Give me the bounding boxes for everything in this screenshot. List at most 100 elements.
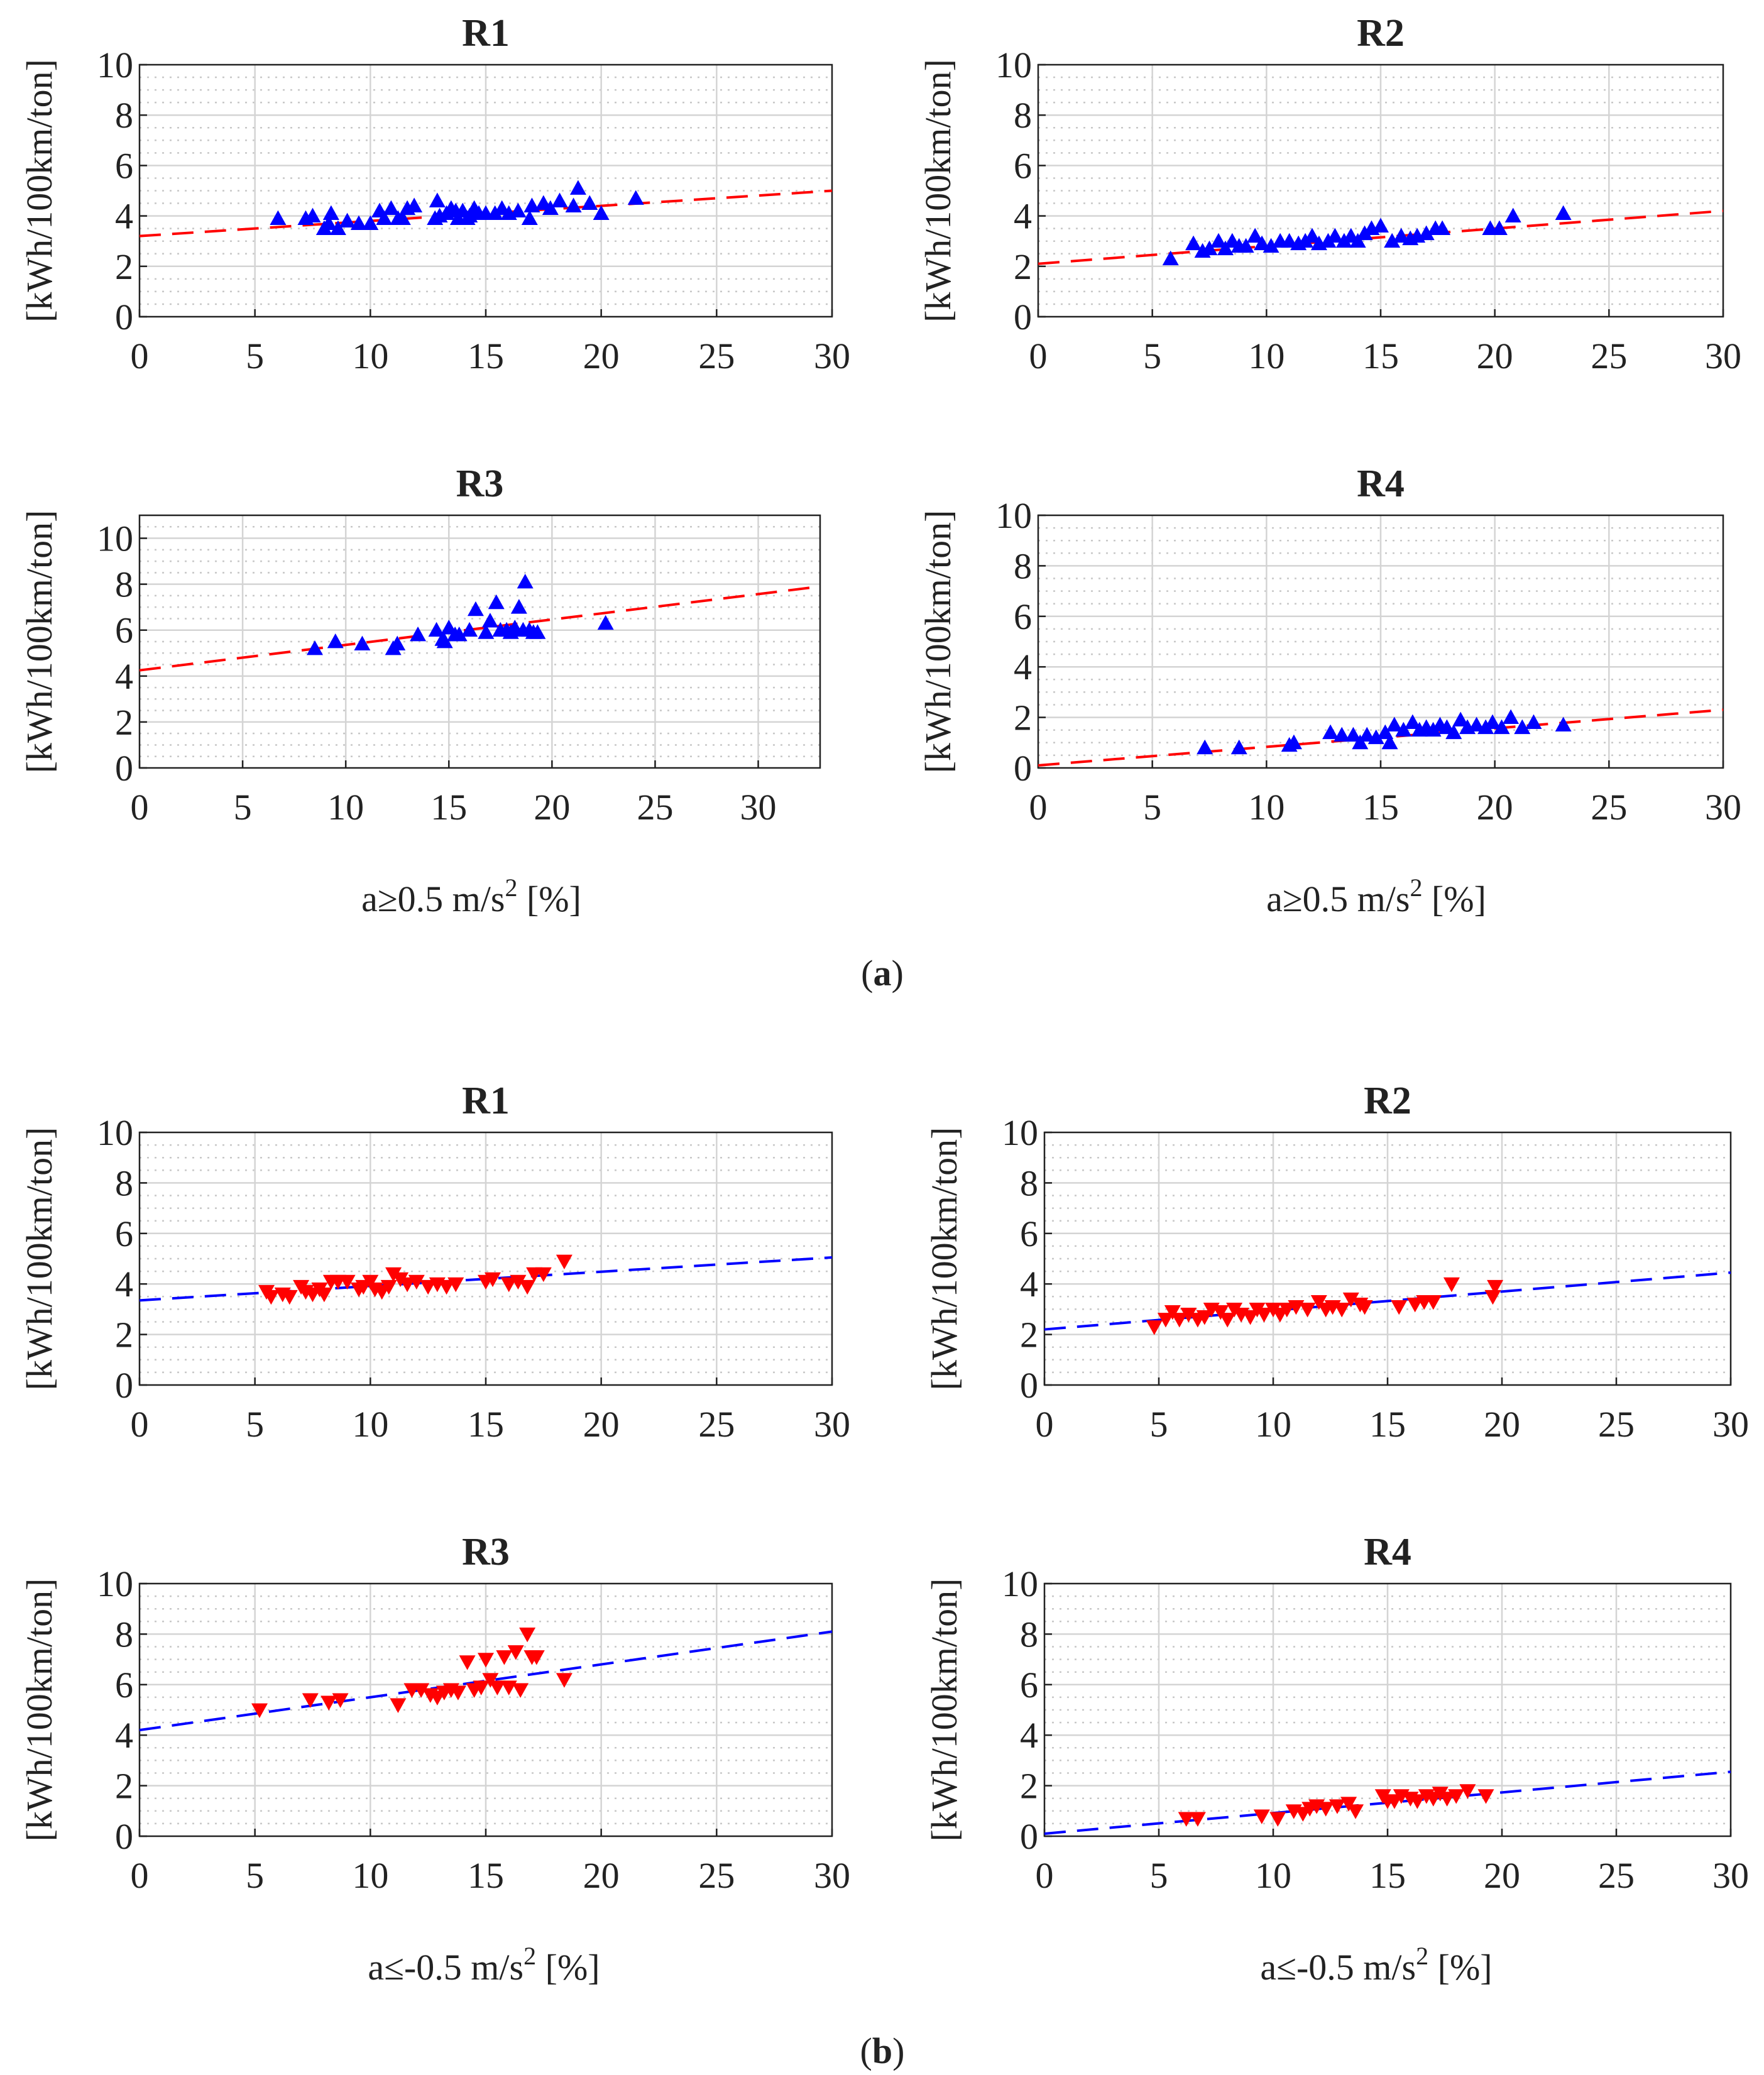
chart-b-R4: 0 5 10 15 20 25 30 0 2 4 6 8 10 R4 [kWh/100km/ton] (924, 1531, 1749, 1896)
data-point (1345, 726, 1362, 742)
data-point (528, 1650, 545, 1665)
data-point (1347, 1804, 1364, 1819)
y-tick-label: 0 (1020, 1365, 1038, 1406)
data-point (1342, 1292, 1359, 1308)
data-point (485, 1272, 501, 1288)
y-tick-label: 10 (1002, 1112, 1038, 1153)
data-point (519, 1279, 536, 1295)
data-point (1352, 734, 1369, 750)
y-tick-label: 2 (115, 1766, 133, 1807)
data-point (1386, 716, 1403, 732)
x-tick-label: 5 (1143, 787, 1161, 828)
data-point (436, 633, 453, 649)
data-point (339, 212, 356, 228)
y-axis-label: [kWh/100km/ton] (19, 1579, 60, 1842)
data-point (1164, 1305, 1181, 1320)
chart-b-R2: 0 5 10 15 20 25 30 0 2 4 6 8 10 R2 [kWh/100km/ton] (924, 1080, 1749, 1445)
data-point (565, 197, 582, 212)
x-tick-label: 10 (327, 787, 364, 828)
y-tick-label: 2 (1020, 1315, 1038, 1355)
data-point (510, 202, 527, 217)
data-point (399, 1277, 416, 1293)
data-point (438, 1279, 455, 1295)
data-point (304, 207, 321, 222)
y-tick-label: 10 (995, 45, 1032, 85)
data-point (1477, 1789, 1494, 1804)
data-point (597, 615, 614, 630)
x-tick-label: 5 (1150, 1855, 1168, 1896)
data-point (1146, 1320, 1163, 1335)
x-tick-label: 0 (131, 336, 149, 376)
y-tick-label: 0 (115, 748, 133, 789)
y-tick-label: 0 (1014, 297, 1032, 337)
data-point (320, 1695, 337, 1711)
x-tick-label: 30 (740, 787, 777, 828)
data-point (322, 205, 339, 220)
x-tick-label: 5 (1150, 1404, 1168, 1445)
x-tick-label: 20 (1484, 1404, 1520, 1445)
data-point (1503, 709, 1520, 724)
data-point (517, 573, 534, 589)
y-tick-label: 4 (1020, 1715, 1038, 1756)
x-tick-label: 25 (1591, 787, 1627, 828)
data-point (451, 627, 468, 642)
x-axis-label-a-right: a≥0.5 m/s2 [%] (1266, 873, 1486, 919)
data-point (383, 200, 400, 215)
data-point (449, 1685, 466, 1700)
data-point (1256, 1308, 1273, 1323)
plot-title: R2 (1357, 12, 1405, 55)
y-tick-label: 8 (1014, 95, 1032, 136)
data-point (1189, 1812, 1206, 1827)
data-point (1425, 1295, 1442, 1310)
chart-a-R3: 0 5 10 15 20 25 30 0 2 4 6 8 10 R3 [kWh/100km/ton] (19, 463, 821, 828)
data-point (521, 210, 538, 226)
data-point (1334, 726, 1350, 742)
x-tick-label: 25 (698, 1855, 735, 1896)
data-point (1197, 739, 1213, 755)
data-point (1359, 726, 1376, 742)
data-point (535, 1267, 552, 1283)
chart-b-R1: 0 5 10 15 20 25 30 0 2 4 6 8 10 R1 [kWh/100km/ton] (19, 1080, 850, 1445)
plot-title: R4 (1357, 463, 1405, 505)
y-axis-label: [kWh/100km/ton] (19, 1127, 60, 1391)
data-point (1217, 240, 1234, 256)
y-tick-label: 6 (115, 145, 133, 186)
data-point (406, 197, 423, 212)
x-tick-label: 20 (583, 1404, 620, 1445)
x-tick-label: 15 (468, 336, 504, 376)
y-tick-label: 2 (115, 702, 133, 743)
data-point (1459, 1784, 1476, 1799)
y-tick-label: 2 (1014, 698, 1032, 738)
x-tick-label: 15 (430, 787, 467, 828)
x-tick-label: 30 (1705, 787, 1741, 828)
y-tick-label: 4 (1014, 196, 1032, 237)
x-tick-label: 20 (1477, 336, 1513, 376)
y-tick-label: 4 (1014, 647, 1032, 687)
data-point (410, 627, 427, 642)
y-axis-label: [kWh/100km/ton] (19, 59, 60, 322)
y-tick-label: 6 (115, 1213, 133, 1254)
y-tick-label: 8 (1020, 1163, 1038, 1203)
data-point (1185, 235, 1202, 251)
data-point (1180, 1308, 1197, 1323)
data-point (1219, 1313, 1236, 1328)
data-point (385, 1267, 402, 1283)
data-point (1406, 1297, 1423, 1313)
data-point (332, 1693, 349, 1708)
y-tick-label: 6 (1014, 145, 1032, 186)
y-tick-label: 6 (1020, 1213, 1038, 1254)
data-point (1484, 1289, 1501, 1305)
data-point (1263, 238, 1279, 253)
x-tick-label: 5 (234, 787, 252, 828)
x-tick-label: 0 (131, 1404, 149, 1445)
y-tick-label: 4 (115, 196, 133, 237)
data-point (551, 192, 568, 207)
data-point (1349, 233, 1366, 248)
x-tick-label: 15 (468, 1855, 504, 1896)
x-tick-label: 5 (246, 1404, 264, 1445)
x-tick-label: 25 (637, 787, 673, 828)
axes-frame (138, 514, 821, 769)
x-tick-label: 15 (468, 1404, 504, 1445)
data-point (1409, 1794, 1426, 1809)
x-tick-label: 10 (1248, 336, 1285, 376)
